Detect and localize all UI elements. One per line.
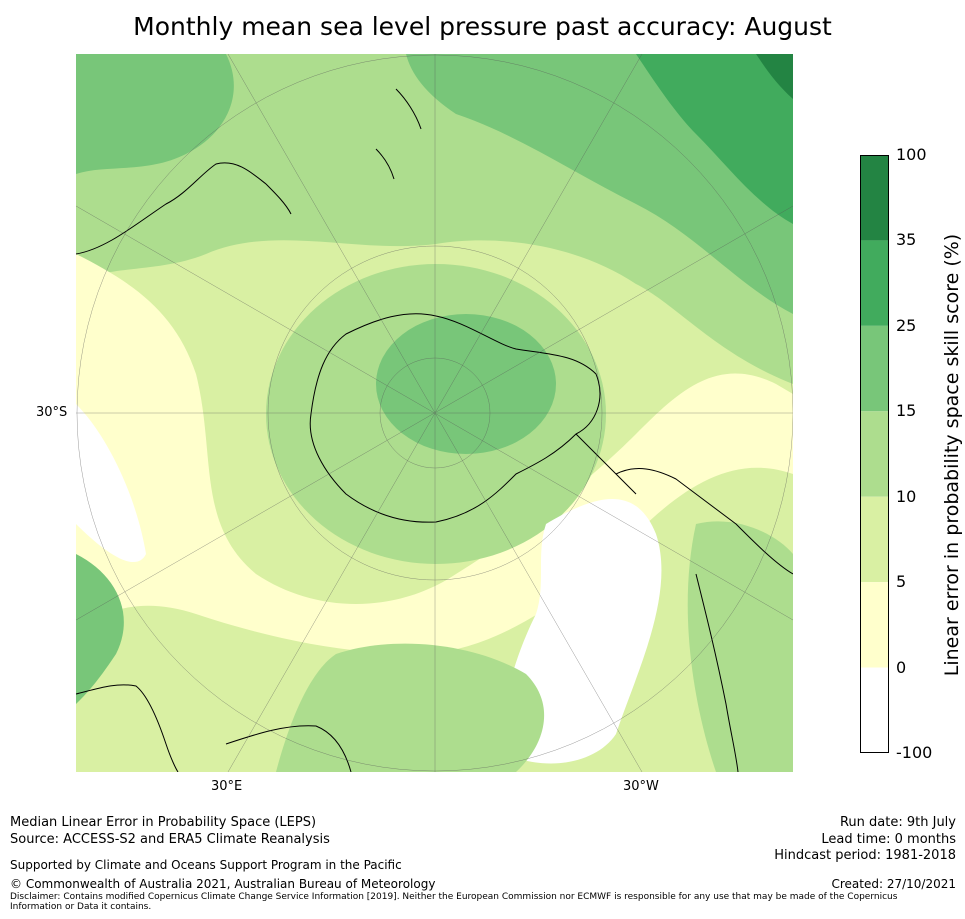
skill-region-negative-west	[76, 404, 146, 563]
colorbar-tick-label: 10	[896, 486, 917, 506]
colorbar-bin	[860, 667, 889, 753]
colorbar-bin	[860, 240, 889, 326]
lon-label-30e: 30°E	[211, 779, 243, 794]
colorbar-tick-label: 0	[896, 657, 907, 677]
footer-lead-time: Lead time: 0 months	[821, 832, 956, 847]
graticule	[76, 54, 793, 772]
lon-label-30w: 30°W	[623, 779, 659, 794]
footer-created: Created: 27/10/2021	[831, 877, 956, 891]
colorbar	[860, 155, 889, 753]
skill-region-nw-green	[76, 54, 234, 174]
colorbar-bin	[860, 496, 889, 583]
skill-region-sw-green	[76, 554, 124, 704]
lat-label-30s: 30°S	[36, 405, 68, 420]
colorbar-tick-label: 5	[896, 572, 907, 592]
new-zealand-coastline	[375, 88, 422, 180]
skill-region-se-green	[687, 521, 793, 772]
skill-map	[76, 54, 793, 772]
footer-supported: Supported by Climate and Oceans Support …	[10, 858, 402, 872]
antarctic-peninsula-coastline	[575, 433, 637, 495]
australia-coastline	[76, 162, 292, 255]
colorbar-label: Linear error in probability space skill …	[941, 233, 963, 677]
footer-run-date: Run date: 9th July	[839, 815, 956, 830]
skill-region-antarctica-core	[376, 314, 556, 454]
colorbar-tick-label: -100	[896, 743, 933, 762]
colorbar-bin	[860, 325, 889, 412]
colorbar-tick-label: 35	[896, 230, 917, 250]
footer-disclaimer: Disclaimer: Contains modified Copernicus…	[10, 892, 898, 912]
footer-leps: Median Linear Error in Probability Space…	[10, 815, 317, 830]
skill-region-lower-green	[276, 643, 545, 772]
south-america-coastline	[615, 468, 793, 772]
chart-title: Monthly mean sea level pressure past acc…	[133, 12, 832, 41]
colorbar-tick-label: 15	[896, 401, 917, 421]
colorbar-tick-label: 25	[896, 315, 917, 335]
africa-coastline	[76, 684, 352, 772]
skill-region-negative	[503, 499, 662, 764]
colorbar-bin	[860, 155, 889, 241]
footer-hindcast: Hindcast period: 1981-2018	[774, 848, 956, 863]
skill-region-ne-dark	[756, 54, 793, 99]
colorbar-bin	[860, 411, 889, 497]
footer-copyright: © Commonwealth of Australia 2021, Austra…	[10, 877, 436, 891]
footer-source: Source: ACCESS-S2 and ERA5 Climate Reana…	[10, 832, 330, 847]
antarctica-coastline	[309, 313, 601, 523]
colorbar-bin	[860, 582, 889, 668]
colorbar-tick-label: 100	[896, 145, 927, 164]
skill-region-ne-mid-green	[636, 54, 793, 224]
